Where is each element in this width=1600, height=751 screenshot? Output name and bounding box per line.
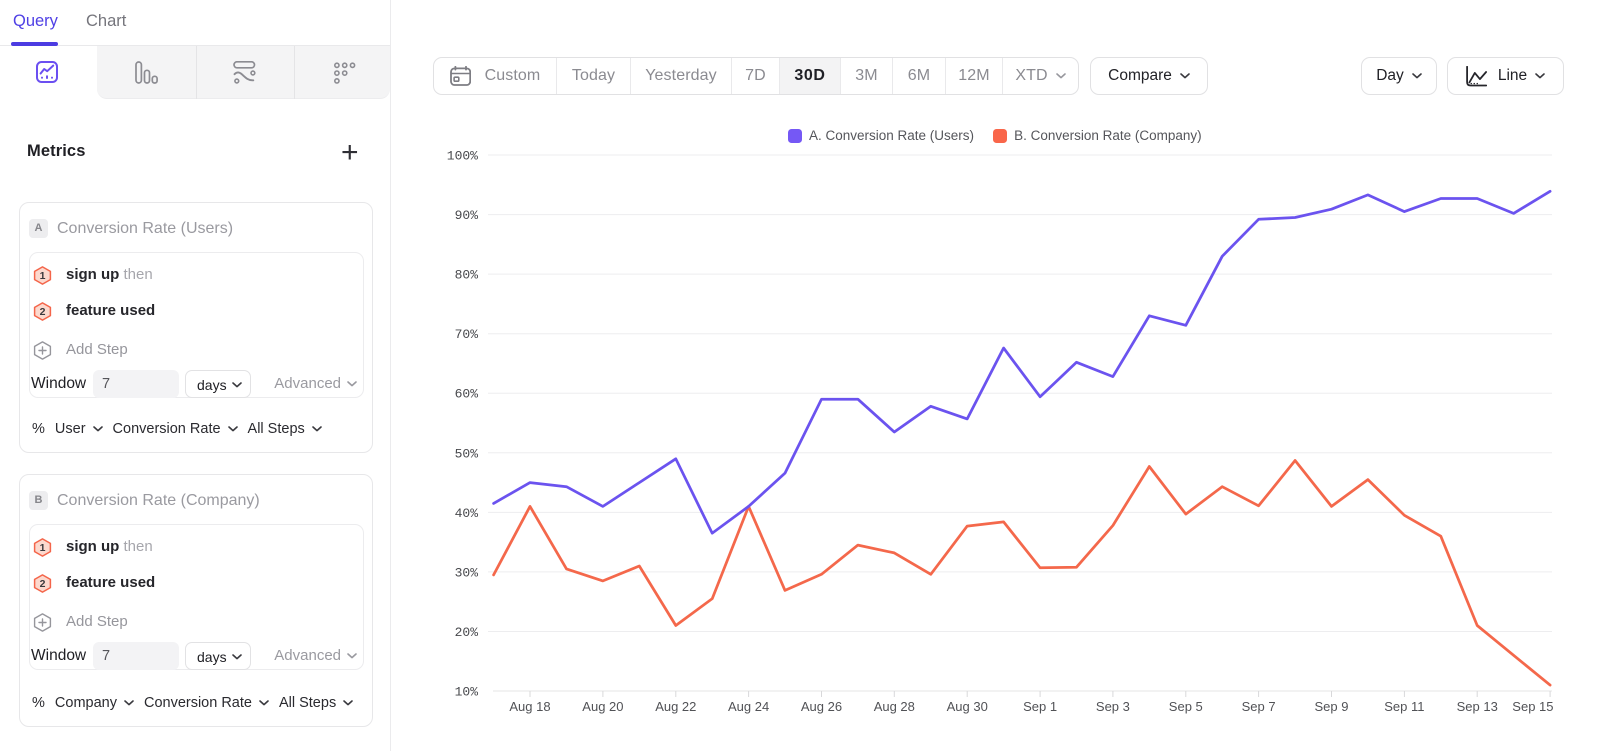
svg-text:Aug 26: Aug 26	[801, 699, 842, 714]
svg-text:30%: 30%	[455, 565, 479, 580]
svg-text:100%: 100%	[447, 149, 478, 164]
svg-text:1: 1	[40, 270, 46, 282]
svg-text:Sep 5: Sep 5	[1169, 699, 1203, 714]
svg-text:90%: 90%	[455, 208, 479, 223]
svg-text:Sep 9: Sep 9	[1315, 699, 1349, 714]
svg-text:Aug 20: Aug 20	[582, 699, 623, 714]
svg-text:Sep 13: Sep 13	[1457, 699, 1498, 714]
svg-text:60%: 60%	[455, 387, 479, 402]
svg-text:Aug 24: Aug 24	[728, 699, 769, 714]
svg-text:Sep 15: Sep 15	[1512, 699, 1553, 714]
svg-text:Sep 3: Sep 3	[1096, 699, 1130, 714]
svg-text:40%: 40%	[455, 506, 479, 521]
svg-text:Sep 7: Sep 7	[1242, 699, 1276, 714]
svg-text:50%: 50%	[455, 446, 479, 461]
svg-text:20%: 20%	[455, 625, 479, 640]
svg-text:Aug 30: Aug 30	[947, 699, 988, 714]
svg-text:2: 2	[40, 578, 46, 590]
svg-text:80%: 80%	[455, 268, 479, 283]
svg-text:Sep 1: Sep 1	[1023, 699, 1057, 714]
svg-text:Sep 11: Sep 11	[1384, 699, 1424, 714]
svg-text:Aug 22: Aug 22	[655, 699, 696, 714]
svg-text:2: 2	[40, 306, 46, 318]
svg-text:70%: 70%	[455, 327, 479, 342]
svg-text:10%: 10%	[455, 685, 479, 700]
svg-text:Aug 28: Aug 28	[874, 699, 915, 714]
svg-text:1: 1	[40, 542, 46, 554]
svg-text:Aug 18: Aug 18	[509, 699, 550, 714]
